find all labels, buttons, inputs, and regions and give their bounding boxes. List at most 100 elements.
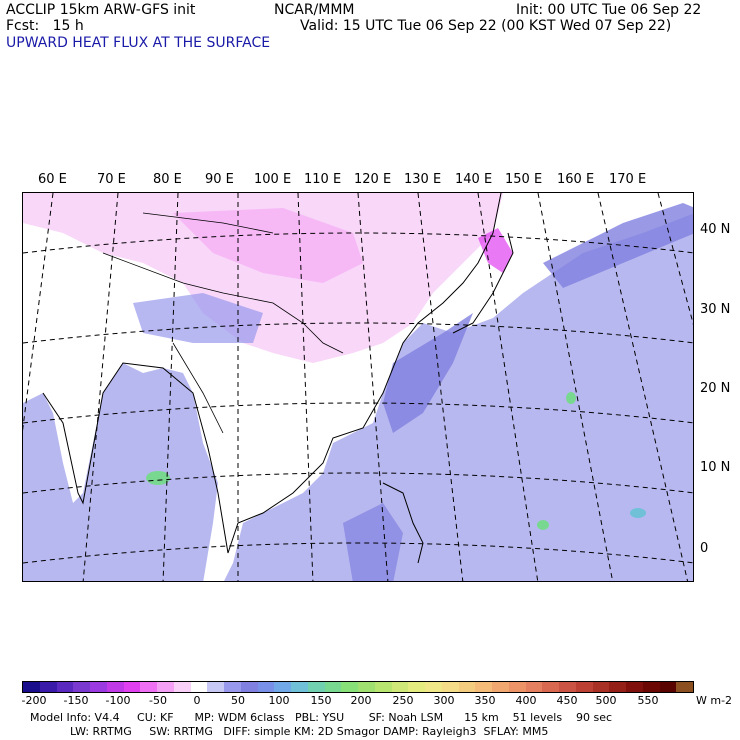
lon-label: 100 E xyxy=(254,172,292,187)
colorbar-tick-label: -150 xyxy=(63,694,89,707)
lat-label: 0 xyxy=(700,541,709,556)
valid-time: Valid: 15 UTC Tue 06 Sep 22 (00 KST Wed … xyxy=(300,18,672,34)
forecast-hour: Fcst: 15 h xyxy=(6,18,84,34)
colorbar-swatch xyxy=(140,682,157,692)
colorbar-tick-label: 50 xyxy=(231,694,245,707)
colorbar-swatch xyxy=(73,682,90,692)
field-title: UPWARD HEAT FLUX AT THE SURFACE xyxy=(6,35,271,51)
lon-label: 110 E xyxy=(304,172,342,187)
colorbar-swatch xyxy=(525,682,543,692)
colorbar-swatch xyxy=(274,682,291,692)
colorbar-tick-label: 150 xyxy=(310,694,332,707)
lon-label: 80 E xyxy=(153,172,182,187)
colorbar-swatch xyxy=(425,682,442,692)
coastline xyxy=(42,193,502,554)
scs-region xyxy=(343,503,403,581)
land-interior-pink xyxy=(23,193,503,363)
colorbar-swatch xyxy=(358,682,375,692)
convective-spot-bay-of-bengal xyxy=(146,471,170,485)
colorbar-swatch xyxy=(190,682,208,692)
colorbar-swatch xyxy=(475,682,492,692)
colorbar-swatch xyxy=(157,682,174,692)
lon-label: 90 E xyxy=(205,172,234,187)
lat-label: 30 N xyxy=(700,302,731,317)
ocean-streak-ecs xyxy=(383,313,473,433)
colorbar-swatch xyxy=(39,682,57,692)
init-time: Init: 00 UTC Tue 06 Sep 22 xyxy=(516,2,702,18)
colorbar-swatch xyxy=(374,682,392,692)
colorbar-swatch xyxy=(207,682,224,692)
colorbar-tick-label: 400 xyxy=(515,694,537,707)
colorbar-swatch xyxy=(90,682,107,692)
colorbar-tick-label: 450 xyxy=(556,694,578,707)
colorbar-tick-label: 550 xyxy=(637,694,659,707)
lon-label: 120 E xyxy=(354,172,392,187)
ocean-streak-nw-pacific xyxy=(543,203,693,288)
colorbar-swatch xyxy=(224,682,241,692)
model-info-line1: Model Info: V4.4 CU: KF MP: WDM 6class P… xyxy=(30,711,613,724)
tibet-patch xyxy=(133,293,263,343)
convective-spot-pacific-2 xyxy=(537,520,549,530)
colorbar-swatch xyxy=(391,682,409,692)
colorbar-unit: W m-2 xyxy=(696,694,733,707)
colorbar-tick-label: 250 xyxy=(392,694,414,707)
colorbar-tick-label: 300 xyxy=(433,694,455,707)
colorbar-tick-label: 200 xyxy=(350,694,372,707)
colorbar-swatch xyxy=(291,682,308,692)
colorbar-swatch xyxy=(575,682,593,692)
colorbar-swatch xyxy=(173,682,191,692)
colorbar-swatch xyxy=(441,682,459,692)
colorbar-swatch xyxy=(642,682,660,692)
land-pink-patch xyxy=(173,208,363,283)
colorbar-swatch xyxy=(542,682,559,692)
colorbar-swatch xyxy=(559,682,576,692)
heat-flux-map xyxy=(22,192,694,582)
country-borders xyxy=(102,212,344,434)
lon-label: 150 E xyxy=(505,172,543,187)
lat-label: 10 N xyxy=(700,460,731,475)
colorbar-tick-label: 500 xyxy=(595,694,617,707)
colorbar-tick-label: 100 xyxy=(268,694,290,707)
colorbar-swatch xyxy=(257,682,275,692)
convective-spot-pacific-3 xyxy=(630,508,646,518)
colorbar-swatch xyxy=(508,682,526,692)
colorbar-swatch xyxy=(123,682,141,692)
colorbar-swatch xyxy=(458,682,476,692)
colorbar-swatch xyxy=(106,682,124,692)
colorbar-swatch xyxy=(307,682,325,692)
colorbar-tick-label: 0 xyxy=(193,694,201,707)
lat-label: 20 N xyxy=(700,381,731,396)
colorbar-swatch xyxy=(408,682,425,692)
colorbar-tick-label: -100 xyxy=(105,694,131,707)
colorbar-swatch xyxy=(23,682,40,692)
coastline-philippines xyxy=(382,482,424,564)
convective-spot-pacific-1 xyxy=(566,392,576,404)
colorbar-swatch xyxy=(240,682,258,692)
lon-label: 130 E xyxy=(404,172,442,187)
colorbar-swatch xyxy=(56,682,74,692)
colorbar-tick-label: -50 xyxy=(149,694,167,707)
colorbar-swatch xyxy=(341,682,358,692)
lon-label: 60 E xyxy=(38,172,67,187)
colorbar-swatch xyxy=(324,682,342,692)
colorbar-swatch xyxy=(659,682,677,692)
colorbar-tick-label: 350 xyxy=(474,694,496,707)
colorbar-swatch xyxy=(676,682,693,692)
colorbar-swatch xyxy=(609,682,626,692)
model-info-line2: LW: RRTMG SW: RRTMG DIFF: simple KM: 2D … xyxy=(70,725,549,738)
lat-label: 40 N xyxy=(700,222,731,237)
colorbar-tick-label: -200 xyxy=(21,694,47,707)
lon-label: 160 E xyxy=(557,172,595,187)
lon-label: 70 E xyxy=(97,172,126,187)
graticule xyxy=(23,193,693,581)
japan-pink xyxy=(478,228,513,273)
lon-label: 170 E xyxy=(609,172,647,187)
colorbar-swatch xyxy=(592,682,610,692)
map-canvas xyxy=(23,193,693,581)
model-title: ACCLIP 15km ARW-GFS init xyxy=(6,2,196,18)
colorbar-swatch xyxy=(492,682,509,692)
colorbar-swatch xyxy=(626,682,643,692)
lon-label: 140 E xyxy=(455,172,493,187)
organization-label: NCAR/MMM xyxy=(274,2,355,18)
coastline-japan xyxy=(452,232,514,334)
